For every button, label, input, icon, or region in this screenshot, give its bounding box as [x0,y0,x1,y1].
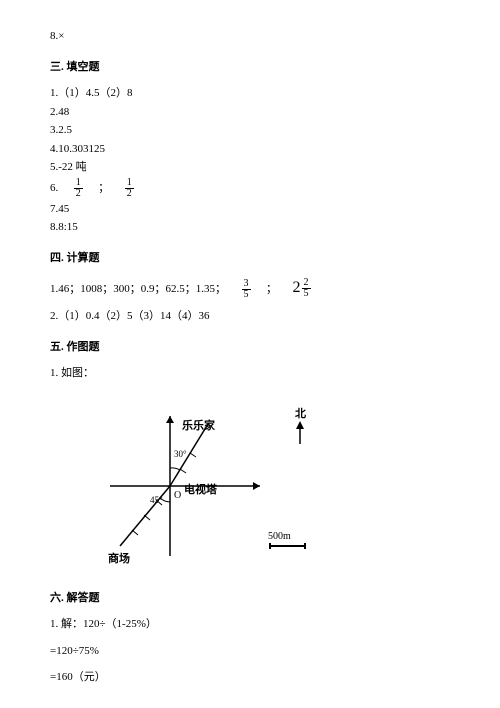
answer-3-7: 7.45 [50,201,450,218]
x-axis-arrow [253,482,260,490]
label-tower: 电视塔 [184,482,217,499]
answer-3-8: 8.8:15 [50,219,450,236]
answer-3-5: 5.-22 吨 [50,159,450,176]
answer-3-6: 6. 1 2 ； 1 2 [50,178,450,199]
fraction-2-den: 2 [125,189,134,199]
answer-4-1-prefix: 1.46；1008；300；0.9；62.5；1.35； [50,283,226,295]
label-north: 北 [295,406,306,423]
fraction-2-num: 1 [125,178,134,189]
fraction-1: 1 2 [74,178,83,199]
ne-tick-2 [190,453,196,457]
section-4-title: 四. 计算题 [50,250,450,267]
fraction-4-den: 5 [302,289,311,299]
answer-6-1-line3: =160（元） [50,669,450,686]
fraction-4: 2 5 [302,278,311,299]
answer-6-1-line2: =120÷75% [50,643,450,660]
y-axis-arrow [166,416,174,423]
fraction-3-den: 5 [242,290,251,300]
fraction-1-num: 1 [74,178,83,189]
fraction-1-den: 2 [74,189,83,199]
section-3-answers: 1.（1）4.5（2）8 2.48 3.2.5 4.10.303125 5.-2… [50,85,450,236]
item-8x: 8.× [50,28,450,45]
mixed-fraction: 2 2 5 [293,276,311,300]
label-angle2: 45° [150,494,163,508]
sw-tick-2 [144,515,150,520]
fraction-4-num: 2 [302,278,311,289]
section-5-title: 五. 作图题 [50,339,450,356]
answer-5-1: 1. 如图： [50,365,450,382]
ne-tick-1 [180,469,186,473]
mixed-whole: 2 [293,276,301,300]
answer-3-1: 1.（1）4.5（2）8 [50,85,450,102]
label-scale: 500m [268,529,291,544]
sw-tick-3 [132,530,138,535]
section-6-title: 六. 解答题 [50,590,450,607]
answer-4-1-sep: ； [266,283,277,295]
origin-label: O [174,490,181,501]
answer-3-3: 3.2.5 [50,122,450,139]
section-3-title: 三. 填空题 [50,59,450,76]
answer-3-6-prefix: 6. [50,182,58,194]
diagram: O 乐乐家 北 电视塔 商场 500m 30° 45° [90,396,330,576]
label-mall: 商场 [108,551,130,568]
answer-4-2: 2.（1）0.4（2）5（3）14（4）36 [50,308,450,325]
answer-3-6-sep: ； [98,182,109,194]
answer-3-2: 2.48 [50,104,450,121]
answer-3-4: 4.10.303125 [50,141,450,158]
answer-6-1-line1: 1. 解：120÷（1-25%） [50,616,450,633]
answer-4-1: 1.46；1008；300；0.9；62.5；1.35； 3 5 ； 2 2 5 [50,276,450,300]
label-angle1: 30° [174,448,187,462]
label-home: 乐乐家 [182,418,215,435]
fraction-2: 1 2 [125,178,134,199]
angle-arc-1 [170,467,180,469]
fraction-3: 3 5 [242,279,251,300]
